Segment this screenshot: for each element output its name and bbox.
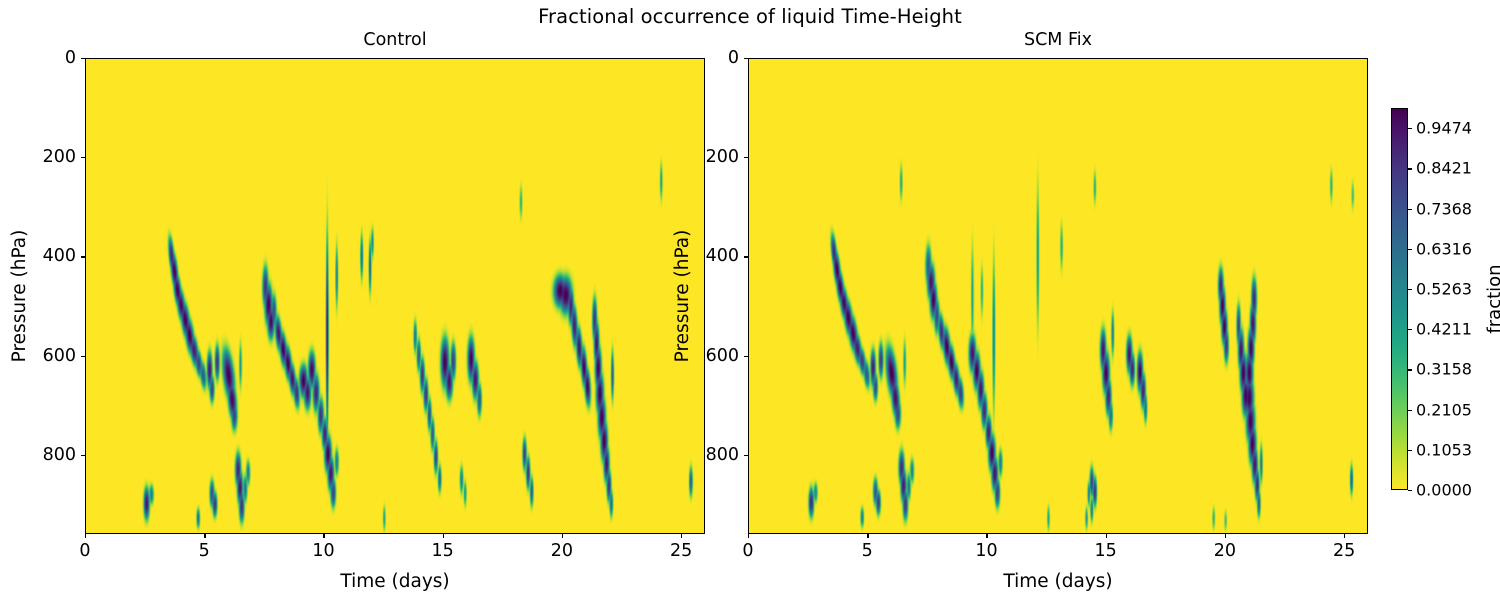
x-tick-label: 5 (198, 541, 210, 561)
figure-suptitle: Fractional occurrence of liquid Time-Hei… (538, 5, 962, 28)
x-tick-label: 10 (975, 541, 998, 561)
x-tick (561, 534, 564, 538)
y-tick-label: 200 (42, 147, 76, 168)
colorbar-gradient (1392, 109, 1407, 489)
y-tick (81, 256, 85, 258)
x-tick (867, 534, 869, 538)
colorbar-tick-label: 0.4211 (1416, 319, 1472, 339)
x-tick (1105, 534, 1107, 538)
x-tick (748, 534, 750, 538)
x-tick-label: 15 (431, 541, 454, 561)
colorbar[interactable] (1391, 108, 1408, 490)
heatmap-image-scm-fix (749, 59, 1367, 533)
x-tick-label: 0 (79, 541, 91, 561)
x-tick-label: 5 (861, 541, 873, 561)
x-tick-label: 0 (742, 541, 754, 561)
x-tick (1344, 534, 1346, 538)
x-tick-label: 25 (670, 541, 693, 561)
colorbar-tick (1408, 369, 1412, 371)
y-tick (81, 355, 85, 357)
x-axis-label-control: Time (days) (340, 571, 450, 592)
colorbar-tick (1408, 168, 1412, 170)
y-tick-label: 400 (705, 246, 739, 267)
y-tick-label: 0 (727, 48, 739, 68)
x-tick (681, 534, 683, 538)
x-tick (323, 534, 325, 538)
y-tick-label: 600 (42, 345, 76, 366)
panel-control-title: Control (363, 30, 427, 50)
colorbar-tick (1408, 490, 1412, 492)
x-tick-label: 20 (1213, 541, 1237, 561)
heatmap-axes-control[interactable] (85, 58, 705, 534)
colorbar-tick (1408, 208, 1412, 210)
x-tick-label: 20 (550, 541, 574, 561)
y-tick (744, 454, 748, 456)
y-axis-label-scm-fix: Pressure (hPa) (672, 229, 693, 363)
x-tick-label: 25 (1333, 541, 1356, 561)
colorbar-label: fraction (1484, 264, 1500, 334)
y-tick (81, 58, 85, 60)
y-tick (81, 454, 85, 456)
panel-scm-fix-title: SCM Fix (1023, 30, 1092, 50)
x-tick-label: 10 (312, 541, 335, 561)
y-tick (744, 157, 748, 159)
x-tick (85, 534, 87, 538)
x-tick (442, 534, 444, 538)
y-tick-label: 200 (705, 147, 739, 168)
y-tick (81, 157, 85, 159)
y-tick-label: 600 (705, 345, 739, 366)
x-tick (1224, 534, 1227, 538)
colorbar-tick-label: 0.7368 (1416, 199, 1472, 219)
colorbar-tick (1408, 449, 1412, 451)
colorbar-tick (1408, 409, 1412, 411)
colorbar-tick-label: 0.3158 (1416, 359, 1472, 379)
colorbar-tick-label: 0.2105 (1416, 400, 1472, 420)
colorbar-tick-label: 0.8421 (1416, 158, 1472, 178)
colorbar-tick (1408, 329, 1412, 331)
x-tick (204, 534, 206, 538)
y-tick (744, 58, 748, 60)
y-tick-label: 0 (64, 48, 76, 68)
y-tick (744, 355, 748, 357)
colorbar-tick-label: 0.9474 (1416, 118, 1472, 138)
heatmap-axes-scm-fix[interactable] (748, 58, 1368, 534)
y-tick-label: 800 (705, 444, 739, 465)
y-tick (744, 256, 748, 258)
colorbar-tick-label: 0.6316 (1416, 239, 1472, 259)
colorbar-tick-label: 0.5263 (1416, 279, 1472, 299)
colorbar-tick (1408, 288, 1412, 291)
x-tick-label: 15 (1094, 541, 1117, 561)
colorbar-tick-label: 0.1053 (1416, 440, 1472, 460)
y-tick-label: 400 (42, 246, 76, 267)
colorbar-tick (1408, 248, 1412, 250)
heatmap-image-control (86, 59, 704, 533)
y-tick-label: 800 (42, 444, 76, 465)
colorbar-tick-label: 0.0000 (1416, 480, 1472, 500)
colorbar-tick (1408, 128, 1412, 130)
x-tick (986, 534, 988, 538)
x-axis-label-scm-fix: Time (days) (1003, 571, 1113, 592)
